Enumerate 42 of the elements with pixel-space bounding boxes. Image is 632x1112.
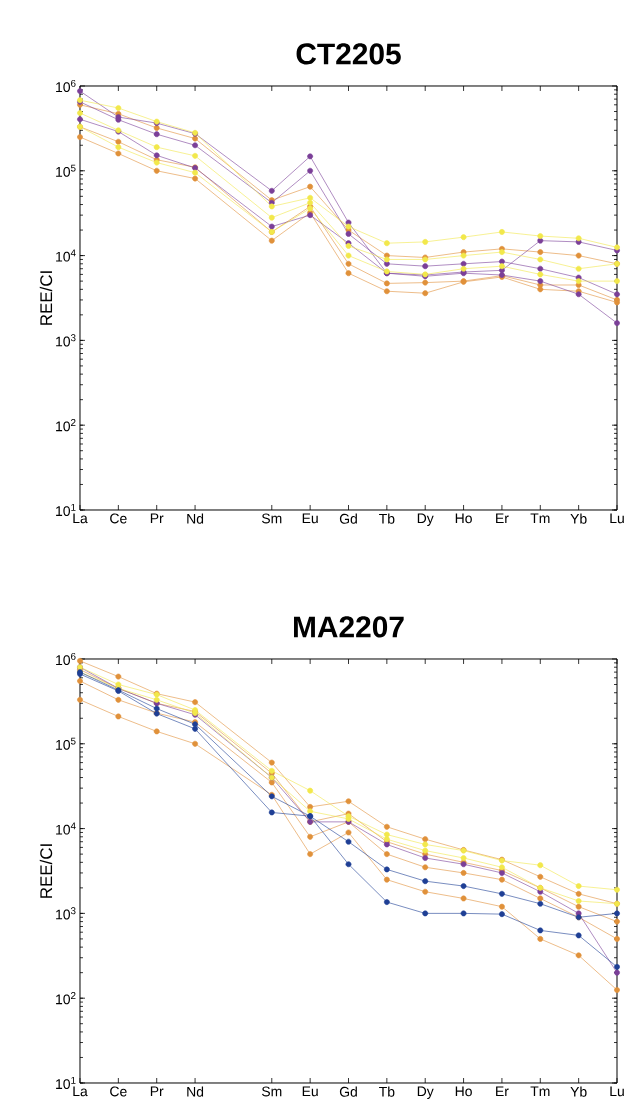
chart-title: MA2207 xyxy=(294,616,404,638)
x-tick-label: Ce xyxy=(110,1086,127,1097)
x-tick-label: Er xyxy=(496,1086,509,1097)
y-tick-label: 10$^{2}$ xyxy=(56,992,76,1005)
y-tick-label: 10$^{4}$ xyxy=(56,249,76,262)
x-tick-label: La xyxy=(73,513,88,524)
x-tick-label: Lu xyxy=(610,513,624,524)
x-tick-label: La xyxy=(73,1086,88,1097)
x-tick-label: Dy xyxy=(417,513,434,526)
x-tick-label: Eu xyxy=(302,513,318,524)
x-tick-label: Lu xyxy=(610,1086,624,1097)
y-tick-label: 10$^{4}$ xyxy=(56,822,76,835)
y-tick-label: 10$^{5}$ xyxy=(56,164,76,177)
x-tick-label: Eu xyxy=(302,1086,318,1097)
x-tick-label: Dy xyxy=(417,1086,434,1099)
x-tick-label: Nd xyxy=(187,513,204,524)
x-tick-label: Nd xyxy=(187,1086,204,1097)
x-tick-label: Gd xyxy=(339,513,357,524)
y-tick-label: 10$^{3}$ xyxy=(56,907,76,920)
y-tick-label: 10$^{5}$ xyxy=(56,737,76,750)
x-tick-label: Gd xyxy=(339,1086,357,1097)
x-tick-label: Tm xyxy=(530,513,550,524)
x-tick-label: Ho xyxy=(455,513,472,524)
y-tick-label: 10$^{3}$ xyxy=(56,334,76,347)
y-tick-label: 10$^{6}$ xyxy=(56,652,76,666)
x-tick-label: Sm xyxy=(261,513,282,524)
x-tick-label: Yb xyxy=(570,513,587,524)
x-tick-label: Yb xyxy=(570,1086,587,1097)
y-tick-label: 10$^{2}$ xyxy=(56,419,76,432)
x-tick-label: Pr xyxy=(150,513,164,524)
x-tick-label: Er xyxy=(496,513,509,524)
y-tick-label: 10$^{6}$ xyxy=(56,79,76,93)
x-tick-label: Tb xyxy=(379,1086,395,1097)
x-tick-label: Ce xyxy=(110,513,127,524)
x-tick-label: Tb xyxy=(379,513,395,524)
x-tick-label: Pr xyxy=(150,1086,164,1097)
y-axis-title: REE/CI xyxy=(39,271,53,325)
x-tick-label: Sm xyxy=(261,1086,282,1097)
chart-title: CT2205 xyxy=(296,43,401,65)
x-tick-label: Ho xyxy=(455,1086,472,1097)
y-axis-title: REE/CI xyxy=(39,844,53,898)
x-tick-label: Tm xyxy=(530,1086,550,1097)
